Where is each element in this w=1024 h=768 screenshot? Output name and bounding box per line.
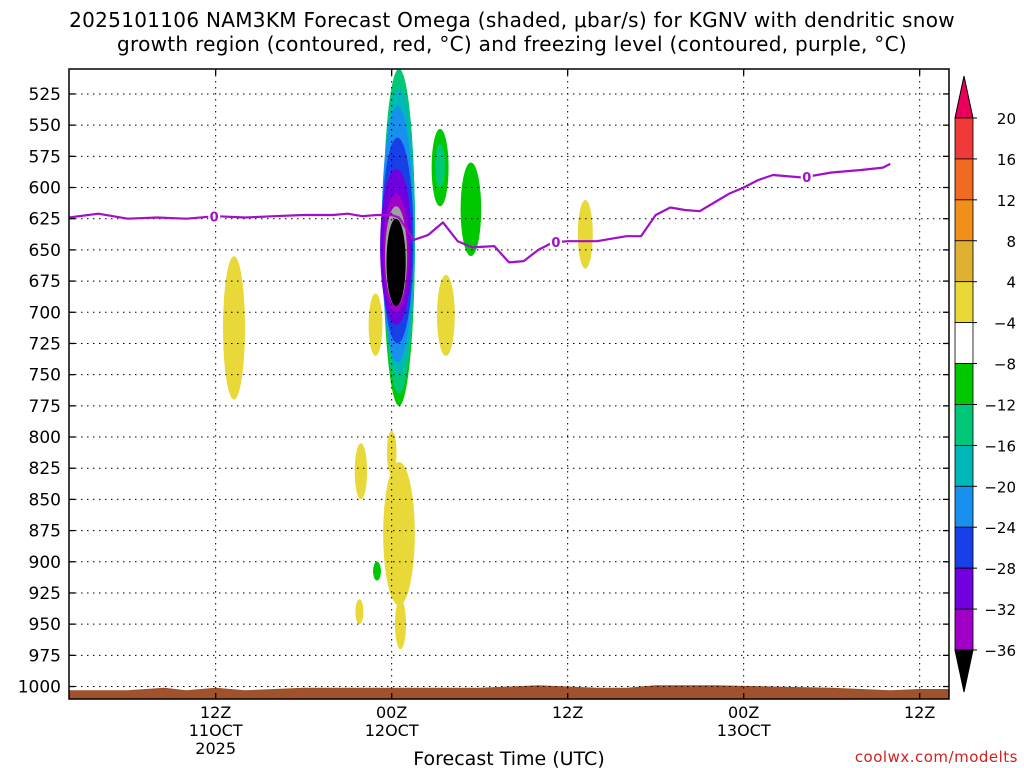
colorbar-label: −4 [994,315,1016,333]
omega-region [368,293,383,356]
colorbar-swatch [954,485,974,528]
colorbar-swatch [954,526,974,569]
freezing-label-bg [208,208,221,224]
y-tick-label: 675 [29,272,61,292]
freezing-level-contour-label: 0 [210,210,219,225]
y-tick-label: 850 [29,490,61,510]
y-tick-label: 750 [29,366,61,386]
colorbar-label: 8 [1006,233,1016,251]
x-tick-label: 12Z [200,703,231,722]
y-tick-label: 925 [29,584,61,604]
colorbar-label: 16 [997,151,1016,169]
omega-region [386,430,397,475]
x-tick-label: 00Z [728,703,759,722]
x-tick-label: 00Z [376,703,407,722]
plot-frame [68,68,950,700]
chart-title-line-2: growth region (contoured, red, °C) and f… [117,32,907,56]
y-tick-label: 775 [29,397,61,417]
omega-region [383,462,415,606]
colorbar-label: −24 [984,519,1016,537]
grid-layer [69,69,949,699]
colorbar-label: 20 [997,110,1016,128]
omega-shading-layer [223,69,593,650]
omega-region [435,143,445,188]
colorbar-bottom-arrow [954,649,974,693]
omega-region [577,200,593,269]
colorbar-swatch [954,404,974,446]
y-tick-label: 600 [29,179,61,199]
colorbar-label: 12 [997,192,1016,210]
site-credit[interactable]: coolwx.com/modelts [854,748,1018,766]
y-tick-label: 800 [29,428,61,448]
colorbar-swatch [954,281,974,324]
colorbar-label: −36 [984,642,1016,660]
omega-region [395,599,406,650]
y-tick-label: 875 [29,522,61,542]
colorbar: 20 16 12 8 4 −4 −8 −12 −16 −20 −24 −28 −32 −36 [954,75,1016,693]
omega-region [223,256,245,400]
y-tick-label: 825 [29,459,61,479]
freezing-level-line [69,162,891,264]
colorbar-label: −20 [984,478,1016,496]
omega-region [386,218,406,307]
colorbar-swatch [954,158,974,201]
colorbar-swatch [954,363,974,405]
y-tick-label: 1000 [18,678,61,698]
colorbar-swatch [954,322,974,364]
terrain-fill [69,685,949,699]
chart-title-line-1: 2025101106 NAM3KM Forecast Omega (shaded… [69,8,955,32]
x-tick-label: 11OCT [189,721,243,740]
y-tick-label: 700 [29,303,61,323]
freezing-level-contour-label: 0 [802,171,811,186]
terrain-layer [69,685,949,699]
x-tick-label: 2025 [195,739,236,758]
colorbar-label: 4 [1006,274,1016,292]
y-tick-label: 900 [29,553,61,573]
y-tick-label: 950 [29,615,61,635]
freezing-level-layer: 0 0 0 [69,162,891,264]
colorbar-label: −8 [994,356,1016,374]
freezing-label-bg [800,168,813,184]
y-tick-label: 525 [29,85,61,105]
x-tick-label: 13OCT [717,721,771,740]
x-tick-label: 12Z [904,703,935,722]
y-axis: 525 550 575 600 625 650 675 700 725 750 775 800 825 8… [18,85,949,698]
omega-region [354,443,368,500]
omega-region [373,561,381,581]
colorbar-label: −16 [984,437,1016,455]
colorbar-swatch [954,117,974,160]
colorbar-label: −12 [984,396,1016,414]
y-tick-label: 575 [29,147,61,167]
x-tick-label: 12OCT [365,721,419,740]
y-tick-label: 625 [29,210,61,230]
y-tick-label: 650 [29,241,61,261]
colorbar-swatch [954,199,974,242]
x-tick-label: 12Z [552,703,583,722]
y-tick-label: 550 [29,116,61,136]
freezing-label-bg [549,234,562,250]
colorbar-swatch [954,444,974,487]
colorbar-swatch [954,608,974,651]
y-tick-label: 975 [29,646,61,666]
colorbar-swatch [954,567,974,610]
colorbar-label: −32 [984,601,1016,619]
freezing-level-contour-label: 0 [551,236,560,251]
colorbar-label: −28 [984,560,1016,578]
x-axis-label: Forecast Time (UTC) [413,748,604,768]
omega-region [437,274,455,356]
colorbar-top-arrow [954,75,974,119]
omega-region [460,162,482,257]
y-tick-label: 725 [29,334,61,354]
omega-region [355,599,364,625]
colorbar-swatch [954,240,974,283]
